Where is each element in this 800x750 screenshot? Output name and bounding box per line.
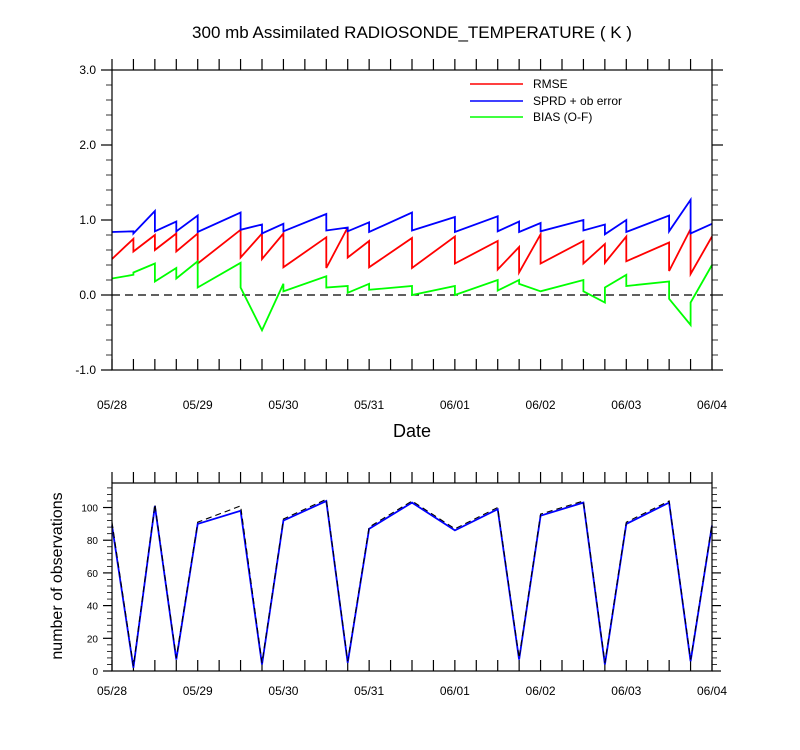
legend-label-bias: BIAS (O-F) xyxy=(533,110,592,124)
top-panel-frame xyxy=(111,69,713,371)
chart-title: 300 mb Assimilated RADIOSONDE_TEMPERATUR… xyxy=(192,23,632,42)
x-tick-label: 05/31 xyxy=(354,398,384,412)
y-tick-label: 2.0 xyxy=(79,138,96,152)
bottom-panel-ticks xyxy=(103,472,721,672)
legend-label-sprd: SPRD + ob error xyxy=(533,94,622,108)
y-tick-label: 0 xyxy=(92,667,98,678)
x-tick-label: 06/02 xyxy=(526,684,556,698)
x-tick-label: 05/29 xyxy=(183,398,213,412)
observations-line-dashed xyxy=(111,498,713,667)
x-tick-label: 05/30 xyxy=(268,398,298,412)
y-tick-label: 40 xyxy=(87,602,99,613)
y-axis-label-observations: number of observations xyxy=(49,492,66,659)
y-tick-label: 60 xyxy=(87,569,99,580)
y-tick-label: 100 xyxy=(81,504,98,515)
series-line-sprd-ob-error xyxy=(111,196,713,236)
x-tick-label: 05/30 xyxy=(268,684,298,698)
bottom-panel-series xyxy=(111,498,713,668)
bottom-panel-y-tick-labels: 0 20 40 60 80 100 xyxy=(81,504,98,678)
x-tick-label: 06/01 xyxy=(440,398,470,412)
x-tick-label: 06/03 xyxy=(611,684,641,698)
bottom-panel-x-tick-labels: 05/28 05/29 05/30 05/31 06/01 06/02 06/03 06/04 xyxy=(97,684,727,698)
x-tick-label: 06/01 xyxy=(440,684,470,698)
x-tick-label: 05/29 xyxy=(183,684,213,698)
y-tick-label: 1.0 xyxy=(79,213,96,227)
observations-line-solid xyxy=(111,499,713,668)
x-tick-label: 05/28 xyxy=(97,398,127,412)
y-tick-label: 0.0 xyxy=(79,288,96,302)
x-tick-label: 05/28 xyxy=(97,684,127,698)
bottom-panel-frame xyxy=(111,482,713,672)
x-tick-label: 06/04 xyxy=(697,398,727,412)
top-panel-series xyxy=(111,196,713,333)
x-axis-label: Date xyxy=(393,421,431,441)
y-tick-label: 20 xyxy=(87,634,99,645)
top-panel-x-tick-labels: 05/28 05/29 05/30 05/31 06/01 06/02 06/03 06/04 xyxy=(97,398,727,412)
y-tick-label: -1.0 xyxy=(75,363,96,377)
top-panel-y-tick-labels: -1.0 0.0 1.0 2.0 3.0 xyxy=(75,63,96,377)
y-tick-label: 80 xyxy=(87,536,99,547)
x-tick-label: 06/04 xyxy=(697,684,727,698)
y-tick-label: 3.0 xyxy=(79,63,96,77)
series-line-bias-o-f xyxy=(111,259,713,333)
legend: RMSE SPRD + ob error BIAS (O-F) xyxy=(470,77,622,124)
x-tick-label: 06/03 xyxy=(611,398,641,412)
x-tick-label: 05/31 xyxy=(354,684,384,698)
legend-label-rmse: RMSE xyxy=(533,77,568,91)
top-panel-ticks xyxy=(101,59,723,371)
series-line-rmse xyxy=(111,227,713,278)
x-tick-label: 06/02 xyxy=(526,398,556,412)
